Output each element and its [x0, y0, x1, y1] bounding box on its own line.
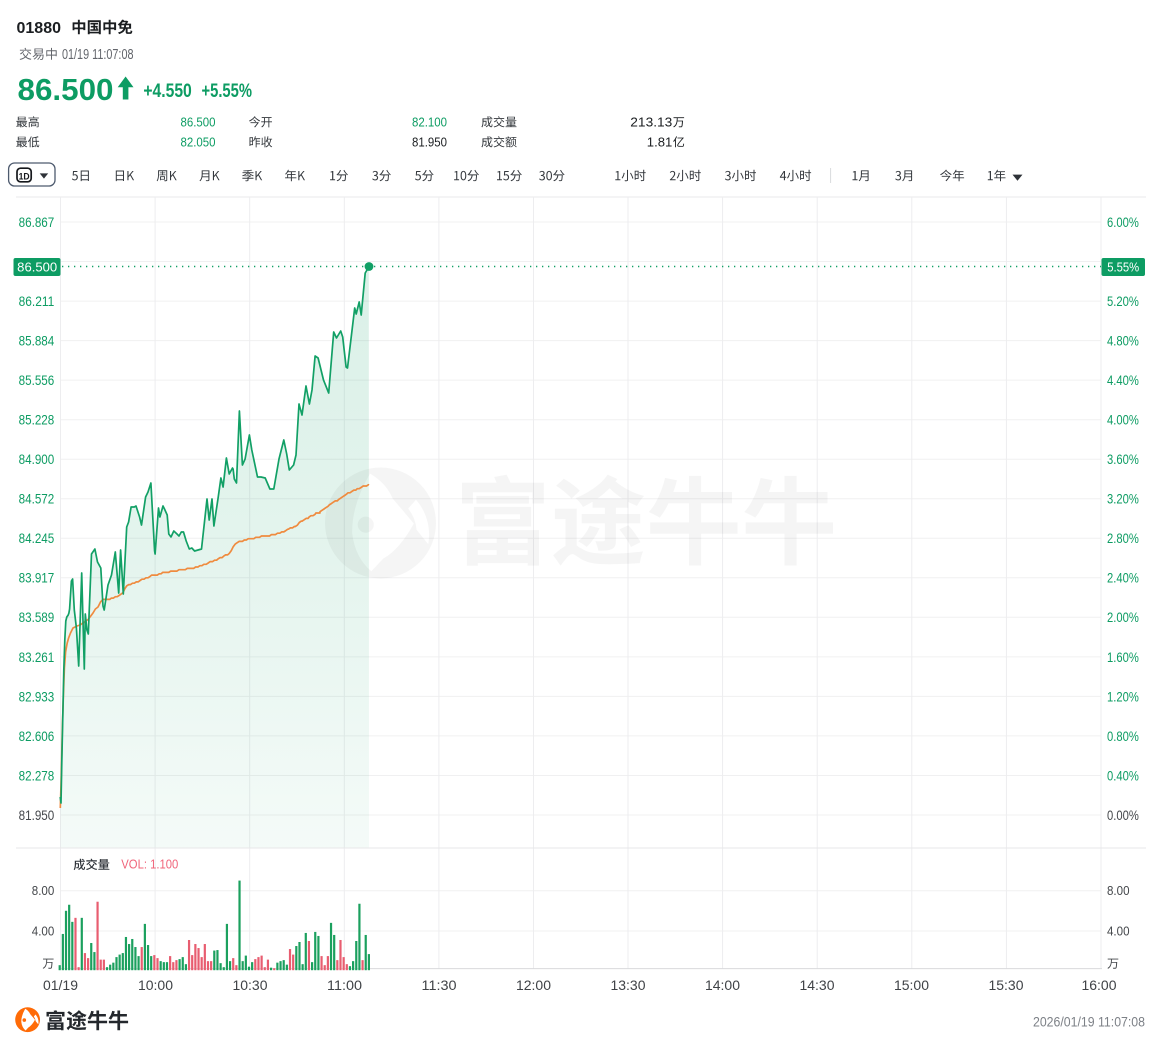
svg-text:4.00: 4.00: [1107, 924, 1130, 939]
svg-text:86.500: 86.500: [17, 260, 57, 275]
svg-text:1.81: 1.81: [647, 134, 673, 149]
svg-text:84.900: 84.900: [19, 452, 55, 467]
svg-text:14:30: 14:30: [800, 978, 835, 993]
svg-text:86.500: 86.500: [18, 72, 114, 107]
svg-text:13:30: 13:30: [611, 978, 646, 993]
svg-text:01880: 01880: [17, 20, 62, 37]
svg-text:2.00%: 2.00%: [1107, 610, 1139, 625]
svg-text:2.80%: 2.80%: [1107, 531, 1139, 546]
svg-text:83.589: 83.589: [19, 610, 55, 625]
svg-text:85.228: 85.228: [19, 413, 55, 428]
svg-text:01/19 11:07:08: 01/19 11:07:08: [62, 47, 134, 63]
svg-text:85.884: 85.884: [19, 333, 55, 348]
svg-text:0.40%: 0.40%: [1107, 768, 1139, 783]
svg-text:2.40%: 2.40%: [1107, 571, 1139, 586]
svg-text:01/19: 01/19: [43, 978, 78, 993]
svg-text:83.917: 83.917: [19, 571, 55, 586]
svg-text:10:00: 10:00: [138, 978, 173, 993]
svg-text:1.60%: 1.60%: [1107, 650, 1139, 665]
svg-text:VOL: 1.100: VOL: 1.100: [121, 858, 178, 872]
svg-text:213.13: 213.13: [630, 114, 672, 129]
svg-text:11:00: 11:00: [327, 978, 362, 993]
svg-text:84.572: 84.572: [19, 492, 55, 507]
svg-text:5.55%: 5.55%: [1107, 260, 1139, 275]
svg-text:86.867: 86.867: [19, 215, 55, 230]
svg-text:8.00: 8.00: [1107, 883, 1130, 898]
svg-text:86.500: 86.500: [181, 114, 216, 129]
svg-text:0.80%: 0.80%: [1107, 729, 1139, 744]
svg-text:6.00%: 6.00%: [1107, 215, 1139, 230]
svg-text:5.20%: 5.20%: [1107, 294, 1139, 309]
svg-text:82.050: 82.050: [181, 134, 216, 149]
svg-text:86.211: 86.211: [19, 294, 55, 309]
svg-text:0.00%: 0.00%: [1107, 808, 1139, 823]
svg-text:83.261: 83.261: [19, 650, 55, 665]
svg-text:+4.550: +4.550: [143, 81, 191, 102]
svg-text:12:00: 12:00: [516, 978, 551, 993]
svg-text:85.556: 85.556: [19, 373, 55, 388]
svg-text:15:00: 15:00: [894, 978, 929, 993]
svg-text:14:00: 14:00: [705, 978, 740, 993]
svg-text:1.20%: 1.20%: [1107, 689, 1139, 704]
svg-text:3.60%: 3.60%: [1107, 452, 1139, 467]
svg-text:82.606: 82.606: [19, 729, 55, 744]
svg-text:11:30: 11:30: [422, 978, 457, 993]
svg-text:4.00: 4.00: [32, 924, 55, 939]
svg-text:4.40%: 4.40%: [1107, 373, 1139, 388]
svg-text:+5.55%: +5.55%: [202, 81, 253, 102]
svg-text:1D: 1D: [19, 171, 30, 182]
svg-text:2026/01/19 11:07:08: 2026/01/19 11:07:08: [1033, 1014, 1145, 1029]
svg-text:16:00: 16:00: [1082, 978, 1117, 993]
svg-text:81.950: 81.950: [412, 134, 447, 149]
svg-text:10:30: 10:30: [233, 978, 268, 993]
svg-text:8.00: 8.00: [32, 883, 55, 898]
svg-text:3.20%: 3.20%: [1107, 492, 1139, 507]
svg-text:82.278: 82.278: [19, 768, 55, 783]
svg-text:82.933: 82.933: [19, 689, 55, 704]
svg-text:84.245: 84.245: [19, 531, 55, 546]
svg-text:81.950: 81.950: [19, 808, 55, 823]
svg-text:82.100: 82.100: [412, 114, 447, 129]
svg-text:15:30: 15:30: [989, 978, 1024, 993]
svg-text:4.80%: 4.80%: [1107, 333, 1139, 348]
svg-text:4.00%: 4.00%: [1107, 413, 1139, 428]
